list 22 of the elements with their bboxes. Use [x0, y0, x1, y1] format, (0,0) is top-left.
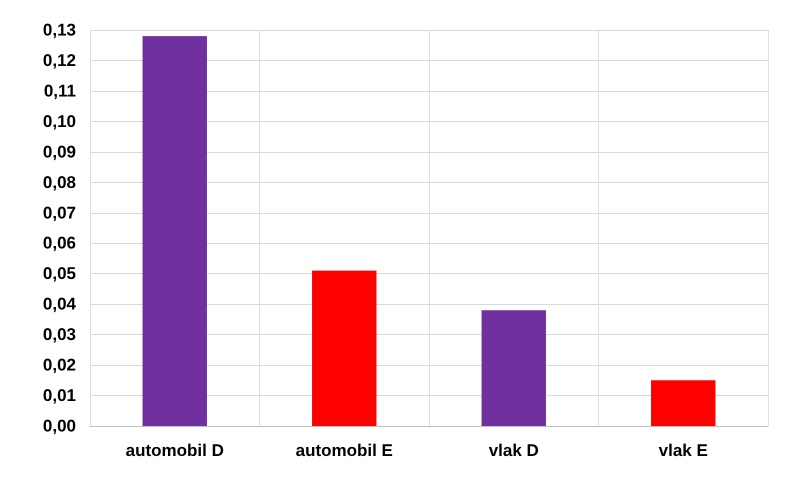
x-tick-label: vlak D	[488, 441, 539, 460]
y-tick-label: 0,11	[44, 81, 76, 100]
bar	[651, 380, 716, 426]
x-tick-label: vlak E	[658, 441, 708, 460]
y-tick-label: 0,08	[42, 172, 76, 192]
bar	[312, 270, 376, 426]
y-tick-label: 0,10	[42, 112, 76, 131]
y-tick-label: 0,13	[42, 20, 76, 40]
y-tick-label: 0,00	[42, 416, 76, 436]
x-tick-label: automobil D	[126, 441, 224, 460]
y-tick-label: 0,03	[42, 325, 76, 344]
y-tick-label: 0,02	[42, 356, 76, 375]
x-tick-label: automobil E	[296, 441, 393, 460]
y-tick-label: 0,06	[42, 234, 76, 253]
y-tick-label: 0,01	[42, 386, 76, 406]
y-tick-label: 0,05	[42, 264, 76, 284]
y-tick-label: 0,07	[42, 203, 76, 222]
bar	[482, 310, 546, 426]
y-tick-label: 0,12	[42, 50, 76, 70]
bar	[142, 36, 207, 426]
y-tick-label: 0,09	[42, 142, 76, 162]
y-tick-label: 0,04	[42, 294, 77, 314]
